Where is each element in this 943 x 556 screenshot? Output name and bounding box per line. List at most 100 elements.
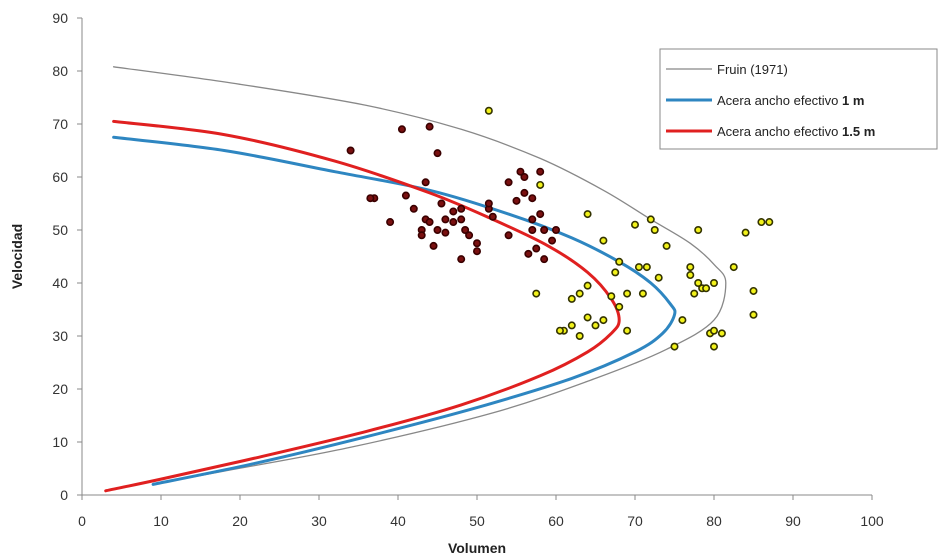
scatter-point-group-2 (583, 210, 592, 219)
scatter-point-group-1 (528, 226, 537, 235)
scatter-point-group-1 (548, 236, 557, 245)
scatter-point-group-1 (504, 178, 513, 187)
scatter-point-group-2 (607, 292, 616, 301)
scatter-point-group-2 (615, 257, 624, 266)
scatter-point-group-2 (575, 289, 584, 298)
legend-entry-label: Fruin (1971) (717, 62, 788, 77)
x-axis-title: Volumen (448, 540, 506, 556)
scatter-point-group-1 (425, 122, 434, 131)
scatter-point-group-1 (488, 212, 497, 221)
scatter-point-group-1 (437, 199, 446, 208)
scatter-point-group-1 (429, 241, 438, 250)
x-tick-label: 80 (706, 513, 722, 529)
scatter-point-group-1 (449, 207, 458, 216)
scatter-point-group-2 (690, 289, 699, 298)
legend-entry: Acera ancho efectivo 1.5 m (717, 124, 875, 139)
scatter-point-group-2 (686, 263, 695, 272)
scatter-point-group-2 (484, 106, 493, 115)
scatter-point-group-1 (532, 244, 541, 253)
x-tick-label: 0 (78, 513, 86, 529)
scatter-point-group-2 (749, 310, 758, 319)
scatter-point-group-2 (678, 316, 687, 325)
y-tick-label: 50 (52, 222, 68, 238)
scatter-point-group-2 (567, 321, 576, 330)
axes: 0 10 20 30 40 50 60 70 80 90 0 10 20 30 40 50 60 70 80 90 10… (52, 10, 883, 529)
x-tick-label: 90 (785, 513, 801, 529)
scatter-point-group-2 (749, 286, 758, 295)
scatter-point-group-2 (536, 180, 545, 189)
scatter-point-group-1 (441, 228, 450, 237)
legend-entry-label: Acera ancho efectivo (717, 124, 842, 139)
y-tick-label: 70 (52, 116, 68, 132)
legend-entry-label: Acera ancho efectivo (717, 93, 842, 108)
scatter-point-group-1 (484, 199, 493, 208)
scatter-points (346, 106, 774, 351)
scatter-point-group-2 (642, 263, 651, 272)
scatter-point-group-1 (433, 226, 442, 235)
curve-2 (112, 135, 677, 486)
scatter-point-group-2 (611, 268, 620, 277)
scatter-point-group-1 (449, 218, 458, 227)
scatter-point-group-2 (634, 263, 643, 272)
scatter-point-group-1 (536, 210, 545, 219)
scatter-point-group-2 (650, 226, 659, 235)
scatter-point-group-2 (646, 215, 655, 224)
scatter-point-group-2 (717, 329, 726, 338)
scatter-point-group-2 (757, 218, 766, 227)
y-tick-label: 0 (60, 487, 68, 503)
legend-entry-label-bold: 1.5 m (842, 124, 875, 139)
scatter-point-group-2 (567, 294, 576, 303)
x-tick-label: 30 (311, 513, 327, 529)
x-tick-label: 20 (232, 513, 248, 529)
legend-entry-label-bold: 1 m (842, 93, 864, 108)
scatter-point-group-1 (520, 188, 529, 197)
scatter-point-group-2 (765, 218, 774, 227)
scatter-point-group-1 (409, 204, 418, 213)
scatter-point-group-2 (623, 289, 632, 298)
scatter-point-group-1 (504, 231, 513, 240)
scatter-point-group-2 (702, 284, 711, 293)
scatter-point-group-2 (583, 313, 592, 322)
x-tick-label: 60 (548, 513, 564, 529)
scatter-point-group-2 (662, 241, 671, 250)
scatter-point-group-1 (520, 173, 529, 182)
scatter-point-group-1 (397, 125, 406, 134)
scatter-point-group-1 (457, 255, 466, 264)
y-tick-label: 10 (52, 434, 68, 450)
scatter-point-group-2 (583, 281, 592, 290)
scatter-point-group-2 (591, 321, 600, 330)
scatter-point-group-2 (532, 289, 541, 298)
scatter-point-group-2 (709, 342, 718, 351)
scatter-point-group-1 (528, 194, 537, 203)
scatter-point-group-2 (709, 278, 718, 287)
scatter-point-group-2 (694, 226, 703, 235)
scatter-point-group-2 (623, 326, 632, 335)
scatter-point-group-2 (709, 326, 718, 335)
y-tick-label: 80 (52, 63, 68, 79)
scatter-point-group-1 (472, 247, 481, 256)
scatter-point-group-1 (366, 194, 375, 203)
scatter-point-group-1 (457, 204, 466, 213)
legend-entry: Fruin (1971) (717, 62, 788, 77)
scatter-point-group-1 (465, 231, 474, 240)
scatter-point-group-1 (516, 167, 525, 176)
scatter-point-group-1 (512, 196, 521, 205)
scatter-point-group-1 (536, 167, 545, 176)
scatter-point-group-1 (401, 191, 410, 200)
scatter-point-group-2 (599, 316, 608, 325)
scatter-point-group-1 (425, 218, 434, 227)
x-tick-label: 50 (469, 513, 485, 529)
scatter-point-group-1 (417, 231, 426, 240)
scatter-point-group-2 (654, 273, 663, 282)
scatter-point-group-1 (421, 178, 430, 187)
y-tick-label: 20 (52, 381, 68, 397)
scatter-point-group-1 (540, 255, 549, 264)
scatter-point-group-2 (615, 302, 624, 311)
scatter-point-group-1 (441, 215, 450, 224)
y-tick-label: 60 (52, 169, 68, 185)
scatter-point-group-2 (638, 289, 647, 298)
scatter-point-group-2 (686, 271, 695, 280)
scatter-point-group-2 (694, 278, 703, 287)
legend: Fruin (1971) Acera ancho efectivo 1 mAce… (659, 48, 938, 150)
